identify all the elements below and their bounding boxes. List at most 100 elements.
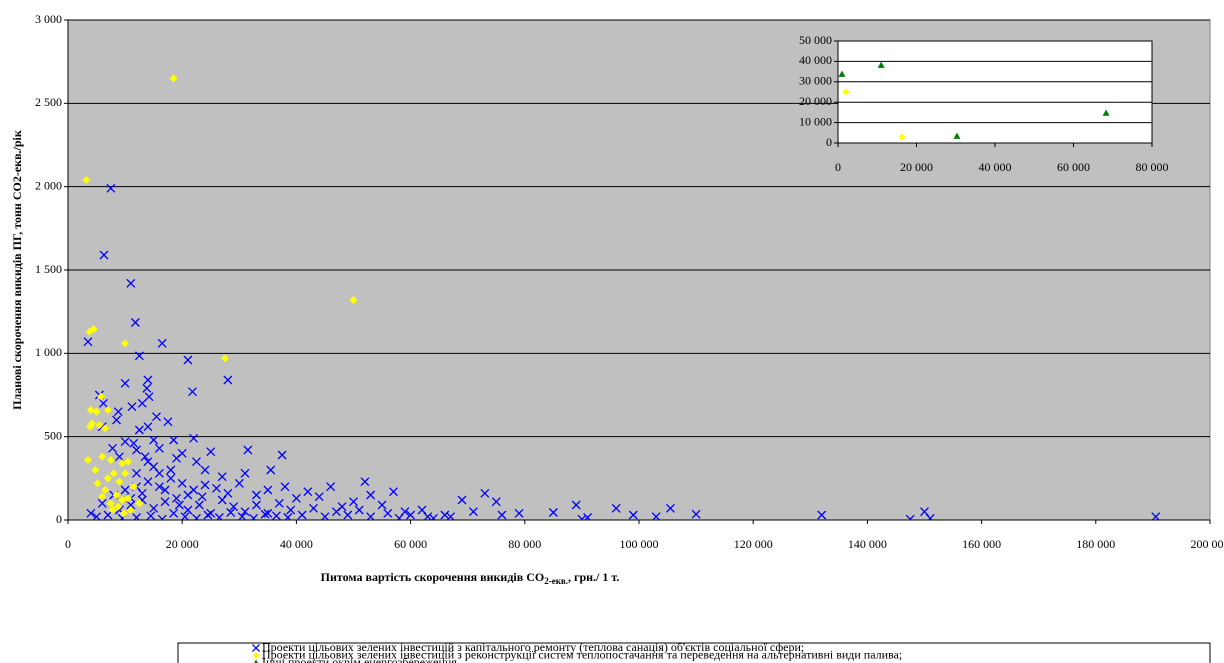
data-point [97, 392, 106, 401]
data-point [149, 435, 159, 445]
data-point [169, 508, 179, 518]
data-point [169, 74, 178, 83]
data-point [86, 422, 95, 431]
data-point [366, 512, 376, 520]
data-point [394, 513, 404, 520]
data-point [174, 500, 184, 510]
data-point [98, 452, 107, 461]
data-point [143, 457, 153, 467]
x-tick-label: 160 000 [962, 537, 1001, 551]
data-point [200, 480, 210, 490]
data-point [92, 512, 102, 520]
data-point [127, 402, 137, 412]
data-point [192, 457, 201, 467]
x-tick-label: 20 000 [166, 537, 199, 551]
y-tick-label: 3 000 [35, 12, 62, 26]
x-label-main: Питома вартість скорочення викидів CO [321, 570, 545, 584]
data-point [132, 468, 141, 478]
data-point [85, 327, 94, 336]
data-point [142, 383, 152, 393]
y-tick-label: 1 500 [35, 262, 62, 276]
data-point [260, 509, 270, 519]
data-point [354, 505, 364, 515]
data-point [92, 407, 101, 416]
x-axis-label: Питома вартість скорочення викидів CO2-е… [321, 570, 620, 586]
data-point [366, 490, 376, 500]
data-point [112, 491, 121, 499]
data-point [251, 500, 261, 510]
data-point [120, 437, 130, 447]
legend [177, 642, 1211, 663]
data-point [103, 474, 112, 483]
data-point [129, 438, 139, 448]
data-point [97, 498, 107, 508]
data-point [98, 398, 108, 408]
data-point [169, 435, 179, 445]
data-point [286, 505, 296, 515]
data-point [183, 505, 193, 515]
data-point [583, 513, 593, 520]
y-axis-label: Планові скорочення викидів ПГ, тонн CO2-… [10, 130, 24, 410]
data-point [160, 497, 170, 507]
data-point [274, 498, 284, 508]
data-point [103, 406, 112, 414]
data-point [223, 488, 233, 498]
data-point [314, 492, 324, 502]
data-point [389, 487, 398, 497]
data-point [263, 508, 273, 518]
y-tick-label: 0 [56, 512, 62, 526]
data-point [103, 510, 113, 520]
data-point [280, 482, 290, 492]
data-point [203, 510, 213, 520]
data-point [206, 447, 216, 457]
data-point [817, 510, 827, 520]
data-point [249, 513, 259, 520]
data-point [86, 508, 96, 518]
data-point [126, 278, 136, 288]
data-point [309, 503, 318, 513]
x-tick-label: 40 000 [280, 537, 313, 551]
data-point [112, 415, 121, 425]
data-point [234, 478, 244, 488]
data-point [129, 482, 138, 491]
data-point [144, 392, 154, 402]
data-point [180, 512, 190, 520]
data-point [651, 512, 661, 520]
data-point [93, 479, 102, 488]
data-point [349, 497, 358, 507]
data-point [548, 508, 558, 517]
x-tick-label: 20 000 [900, 160, 933, 174]
data-point [457, 495, 467, 505]
data-point [343, 510, 353, 520]
data-point [417, 505, 427, 515]
data-point [120, 485, 130, 495]
x-tick-label: 140 000 [848, 537, 887, 551]
data-point [140, 452, 150, 462]
y-tick-label: 1 000 [35, 345, 62, 359]
x-tick-label: 80 000 [1136, 160, 1169, 174]
data-point [86, 406, 95, 414]
data-point [423, 512, 433, 520]
data-point [497, 510, 507, 520]
data-point [163, 417, 173, 427]
y-tick-label: 10 000 [799, 114, 832, 128]
data-point [108, 443, 117, 453]
data-point [98, 492, 107, 501]
y-tick-label: 500 [44, 428, 62, 442]
data-point [119, 509, 128, 518]
data-point [123, 494, 132, 503]
y-tick-label: 30 000 [799, 74, 832, 88]
grid [64, 19, 1211, 524]
data-point [106, 499, 115, 508]
data-point [132, 445, 141, 455]
y-tick-label: 2 000 [35, 178, 62, 192]
data-point [217, 495, 227, 505]
data-point [172, 493, 181, 503]
data-point [277, 450, 287, 460]
data-point [243, 445, 253, 455]
data-point [123, 457, 132, 466]
data-point [226, 508, 236, 517]
data-point [154, 468, 164, 478]
data-point [166, 473, 176, 483]
